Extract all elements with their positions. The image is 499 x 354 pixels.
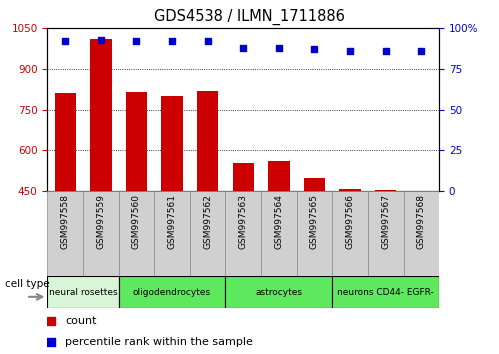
Text: percentile rank within the sample: percentile rank within the sample	[65, 337, 253, 348]
Bar	[119, 191, 154, 276]
Text: GSM997566: GSM997566	[346, 194, 355, 249]
Text: oligodendrocytes: oligodendrocytes	[133, 287, 211, 297]
Point	[47, 318, 55, 324]
Point	[97, 37, 105, 42]
Bar	[304, 178, 325, 191]
Bar	[54, 93, 76, 191]
Point	[346, 48, 354, 54]
Bar	[197, 91, 219, 191]
Text: astrocytes: astrocytes	[255, 287, 302, 297]
Bar	[90, 39, 111, 191]
Point	[61, 39, 69, 44]
Text: GSM997559: GSM997559	[96, 194, 105, 249]
Text: GSM997568: GSM997568	[417, 194, 426, 249]
Text: neural rosettes: neural rosettes	[49, 287, 117, 297]
Bar	[47, 276, 119, 308]
Text: GSM997565: GSM997565	[310, 194, 319, 249]
Text: count: count	[65, 316, 96, 326]
Bar	[161, 96, 183, 191]
Bar	[375, 190, 396, 191]
Bar	[119, 276, 226, 308]
Bar	[47, 191, 83, 276]
Bar	[339, 189, 361, 191]
Bar	[233, 162, 254, 191]
Text: GSM997558: GSM997558	[61, 194, 70, 249]
Point	[417, 48, 425, 54]
Bar	[83, 191, 119, 276]
Bar	[190, 191, 226, 276]
Text: GSM997563: GSM997563	[239, 194, 248, 249]
Point	[275, 45, 283, 51]
Bar	[297, 191, 332, 276]
Bar	[404, 191, 439, 276]
Text: neurons CD44- EGFR-: neurons CD44- EGFR-	[337, 287, 434, 297]
Text: cell type: cell type	[5, 279, 49, 289]
Text: GSM997562: GSM997562	[203, 194, 212, 249]
Bar	[154, 191, 190, 276]
Bar	[226, 191, 261, 276]
Bar	[368, 191, 404, 276]
Point	[310, 47, 318, 52]
Text: GDS4538 / ILMN_1711886: GDS4538 / ILMN_1711886	[154, 9, 345, 25]
Bar	[332, 191, 368, 276]
Text: GSM997567: GSM997567	[381, 194, 390, 249]
Bar	[332, 276, 439, 308]
Point	[204, 39, 212, 44]
Point	[132, 39, 140, 44]
Bar	[268, 161, 289, 191]
Point	[168, 39, 176, 44]
Point	[240, 45, 248, 51]
Text: GSM997564: GSM997564	[274, 194, 283, 249]
Bar	[126, 92, 147, 191]
Bar	[261, 191, 297, 276]
Point	[382, 48, 390, 54]
Text: GSM997561: GSM997561	[168, 194, 177, 249]
Text: GSM997560: GSM997560	[132, 194, 141, 249]
Bar	[226, 276, 332, 308]
Point	[47, 340, 55, 346]
